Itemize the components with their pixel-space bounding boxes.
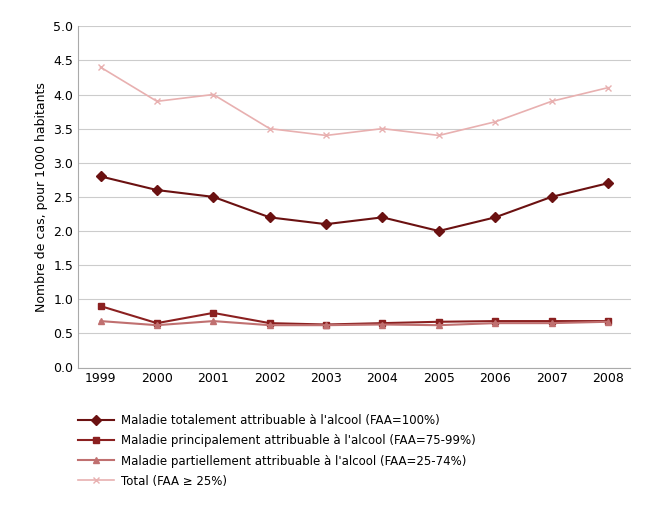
Total (FAA ≥ 25%) [604,85,612,91]
Total (FAA ≥ 25%) [491,119,499,125]
Maladie partiellement attribuable à l'alcool (FAA=25-74%) [548,320,556,326]
Maladie partiellement attribuable à l'alcool (FAA=25-74%) [322,322,330,328]
Maladie partiellement attribuable à l'alcool (FAA=25-74%) [97,318,105,324]
Line: Total (FAA ≥ 25%): Total (FAA ≥ 25%) [97,64,612,139]
Maladie totalement attribuable à l'alcool (FAA=100%) [548,194,556,200]
Maladie totalement attribuable à l'alcool (FAA=100%) [209,194,217,200]
Y-axis label: Nombre de cas, pour 1000 habitants: Nombre de cas, pour 1000 habitants [34,82,47,312]
Maladie totalement attribuable à l'alcool (FAA=100%) [378,214,386,220]
Maladie partiellement attribuable à l'alcool (FAA=25-74%) [604,319,612,325]
Total (FAA ≥ 25%) [97,64,105,70]
Maladie partiellement attribuable à l'alcool (FAA=25-74%) [266,322,274,328]
Line: Maladie partiellement attribuable à l'alcool (FAA=25-74%): Maladie partiellement attribuable à l'al… [97,318,612,329]
Total (FAA ≥ 25%) [435,132,443,139]
Maladie principalement attribuable à l'alcool (FAA=75-99%) [378,320,386,326]
Total (FAA ≥ 25%) [378,125,386,132]
Total (FAA ≥ 25%) [322,132,330,139]
Maladie principalement attribuable à l'alcool (FAA=75-99%) [548,318,556,324]
Maladie totalement attribuable à l'alcool (FAA=100%) [97,173,105,180]
Line: Maladie principalement attribuable à l'alcool (FAA=75-99%): Maladie principalement attribuable à l'a… [97,302,612,328]
Maladie totalement attribuable à l'alcool (FAA=100%) [153,187,161,193]
Maladie principalement attribuable à l'alcool (FAA=75-99%) [209,310,217,316]
Legend: Maladie totalement attribuable à l'alcool (FAA=100%), Maladie principalement att: Maladie totalement attribuable à l'alcoo… [79,414,476,488]
Maladie principalement attribuable à l'alcool (FAA=75-99%) [322,321,330,328]
Total (FAA ≥ 25%) [548,98,556,104]
Maladie totalement attribuable à l'alcool (FAA=100%) [604,180,612,186]
Maladie partiellement attribuable à l'alcool (FAA=25-74%) [209,318,217,324]
Total (FAA ≥ 25%) [266,125,274,132]
Maladie principalement attribuable à l'alcool (FAA=75-99%) [604,318,612,324]
Maladie totalement attribuable à l'alcool (FAA=100%) [435,228,443,234]
Maladie partiellement attribuable à l'alcool (FAA=25-74%) [378,321,386,328]
Maladie partiellement attribuable à l'alcool (FAA=25-74%) [153,322,161,328]
Maladie principalement attribuable à l'alcool (FAA=75-99%) [491,318,499,324]
Maladie principalement attribuable à l'alcool (FAA=75-99%) [266,320,274,326]
Maladie totalement attribuable à l'alcool (FAA=100%) [322,221,330,227]
Maladie partiellement attribuable à l'alcool (FAA=25-74%) [435,322,443,328]
Maladie totalement attribuable à l'alcool (FAA=100%) [266,214,274,220]
Total (FAA ≥ 25%) [153,98,161,104]
Maladie principalement attribuable à l'alcool (FAA=75-99%) [435,319,443,325]
Maladie totalement attribuable à l'alcool (FAA=100%) [491,214,499,220]
Total (FAA ≥ 25%) [209,91,217,98]
Maladie principalement attribuable à l'alcool (FAA=75-99%) [97,303,105,309]
Line: Maladie totalement attribuable à l'alcool (FAA=100%): Maladie totalement attribuable à l'alcoo… [97,173,612,235]
Maladie partiellement attribuable à l'alcool (FAA=25-74%) [491,320,499,326]
Maladie principalement attribuable à l'alcool (FAA=75-99%) [153,320,161,326]
